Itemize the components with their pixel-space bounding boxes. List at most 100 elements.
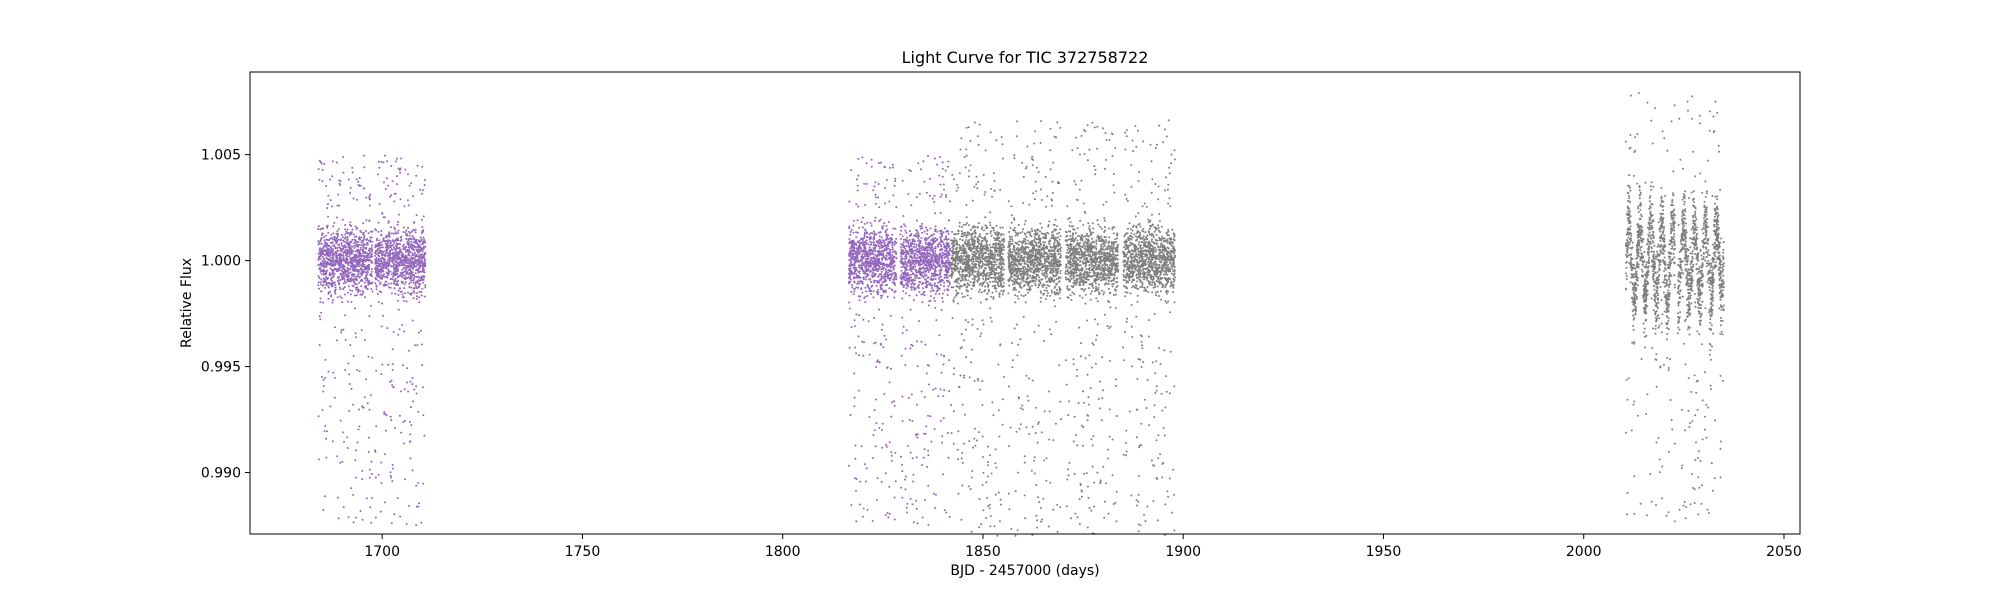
data-point bbox=[849, 272, 852, 275]
data-point bbox=[323, 269, 326, 272]
data-point bbox=[393, 228, 396, 231]
data-point bbox=[888, 200, 891, 203]
data-point bbox=[863, 222, 866, 225]
data-point bbox=[904, 268, 907, 271]
data-point bbox=[883, 241, 886, 244]
data-point bbox=[874, 445, 877, 448]
data-point bbox=[891, 233, 894, 236]
data-point bbox=[415, 295, 418, 298]
data-point bbox=[918, 241, 921, 244]
data-point bbox=[872, 238, 875, 241]
data-point bbox=[873, 232, 876, 235]
data-point bbox=[880, 246, 883, 249]
data-point bbox=[857, 270, 860, 273]
data-point bbox=[975, 439, 978, 442]
data-point bbox=[417, 248, 420, 251]
data-point bbox=[405, 233, 407, 236]
data-point bbox=[392, 262, 395, 265]
data-point bbox=[883, 276, 886, 279]
data-point bbox=[393, 226, 396, 229]
data-point bbox=[893, 281, 896, 284]
data-point bbox=[939, 279, 942, 282]
data-point bbox=[999, 343, 1002, 346]
data-point bbox=[915, 229, 918, 232]
data-point bbox=[869, 261, 872, 264]
data-point bbox=[350, 262, 352, 265]
data-point bbox=[973, 278, 976, 281]
data-point bbox=[368, 268, 371, 271]
data-point bbox=[357, 245, 359, 248]
data-point bbox=[404, 478, 406, 481]
data-point bbox=[915, 262, 918, 265]
data-point bbox=[362, 263, 365, 266]
data-point bbox=[328, 291, 330, 294]
data-point bbox=[407, 252, 410, 254]
data-point bbox=[325, 244, 328, 247]
data-point bbox=[927, 280, 929, 283]
data-point bbox=[320, 238, 322, 241]
data-point bbox=[346, 228, 349, 231]
data-point bbox=[369, 256, 372, 258]
data-point bbox=[378, 247, 381, 250]
data-point bbox=[341, 460, 344, 463]
data-point bbox=[857, 389, 860, 392]
data-point bbox=[944, 270, 947, 273]
data-point bbox=[951, 254, 954, 257]
data-point bbox=[366, 281, 369, 284]
data-point bbox=[891, 244, 894, 246]
data-point bbox=[358, 236, 361, 239]
data-point bbox=[350, 232, 353, 235]
data-point bbox=[930, 275, 933, 278]
data-point bbox=[929, 177, 931, 180]
data-point bbox=[403, 258, 406, 261]
data-point bbox=[328, 245, 331, 248]
data-point bbox=[875, 366, 878, 368]
data-point bbox=[406, 240, 409, 243]
data-point bbox=[933, 264, 936, 267]
data-point bbox=[856, 184, 859, 187]
data-point bbox=[873, 429, 876, 432]
data-point bbox=[351, 166, 354, 169]
data-point bbox=[973, 437, 976, 440]
data-point bbox=[922, 291, 925, 294]
data-point bbox=[349, 192, 352, 194]
data-point bbox=[980, 291, 983, 294]
data-point bbox=[941, 435, 944, 438]
data-point bbox=[997, 254, 1000, 257]
data-point bbox=[864, 286, 867, 289]
data-point bbox=[352, 521, 355, 524]
data-point bbox=[325, 251, 328, 254]
data-point bbox=[948, 390, 951, 393]
data-point bbox=[353, 246, 356, 249]
data-point bbox=[912, 265, 915, 268]
data-point bbox=[882, 290, 885, 293]
data-point bbox=[338, 204, 341, 207]
data-point bbox=[883, 334, 886, 337]
data-point bbox=[354, 459, 357, 462]
data-point bbox=[863, 253, 866, 256]
data-point bbox=[355, 476, 358, 479]
data-point bbox=[417, 410, 420, 413]
data-point bbox=[344, 233, 347, 236]
data-point bbox=[327, 239, 330, 242]
data-point bbox=[875, 263, 878, 265]
data-point bbox=[853, 260, 856, 263]
data-point bbox=[384, 154, 387, 157]
data-point bbox=[941, 175, 944, 178]
data-point bbox=[403, 274, 406, 277]
data-point bbox=[365, 219, 368, 222]
data-point bbox=[875, 269, 878, 272]
data-point bbox=[865, 270, 868, 273]
data-point bbox=[417, 482, 420, 484]
data-point bbox=[329, 267, 332, 270]
data-point bbox=[929, 290, 932, 293]
data-point bbox=[920, 390, 923, 393]
data-point bbox=[347, 362, 350, 365]
data-point bbox=[849, 414, 852, 416]
data-point bbox=[985, 232, 988, 235]
data-point bbox=[323, 239, 326, 242]
data-point bbox=[319, 240, 322, 243]
data-point bbox=[854, 346, 857, 349]
data-point bbox=[351, 279, 354, 282]
data-point bbox=[913, 234, 916, 237]
